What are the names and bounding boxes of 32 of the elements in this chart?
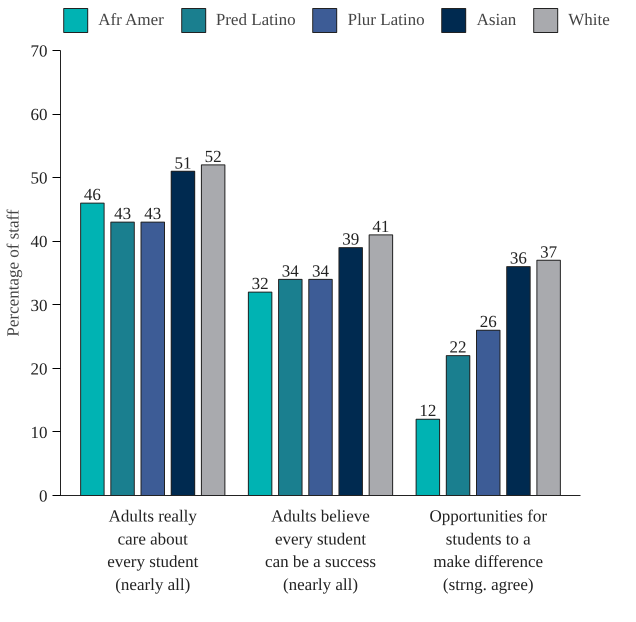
data-label: 46 xyxy=(84,185,101,204)
y-tick-label: 60 xyxy=(30,105,48,124)
data-label: 52 xyxy=(204,146,222,166)
data-label: 51 xyxy=(174,153,192,172)
data-label: 32 xyxy=(252,274,269,294)
data-label: 12 xyxy=(419,401,436,420)
legend-label: White xyxy=(568,10,610,30)
data-label: 22 xyxy=(450,338,467,357)
x-tick-label: Adults believe every student can be a success (nearly all) xyxy=(265,506,376,594)
y-tick-label: 0 xyxy=(39,486,48,506)
legend-label: Afr Amer xyxy=(98,10,164,30)
data-label: 37 xyxy=(540,242,558,262)
legend-label: Asian xyxy=(476,10,516,30)
y-tick-label: 20 xyxy=(30,359,48,378)
y-tick-label: 40 xyxy=(30,232,48,252)
y-axis-title: Percentage of staff xyxy=(4,209,22,337)
x-tick-label: Adults really care about every student (nearly all) xyxy=(107,506,199,594)
legend-label: Plur Latino xyxy=(348,10,425,30)
data-label: 36 xyxy=(510,248,527,268)
y-tick-label: 30 xyxy=(30,296,48,315)
data-label: 34 xyxy=(312,261,330,280)
x-tick-label: Opportunities for students to a make difference (strng. agree) xyxy=(429,506,548,594)
data-label: 39 xyxy=(342,230,360,249)
y-tick-label: 10 xyxy=(30,422,48,442)
data-label: 41 xyxy=(372,216,390,236)
data-label: 43 xyxy=(114,204,132,224)
data-label: 26 xyxy=(480,312,497,332)
y-tick-label: 70 xyxy=(30,42,48,60)
data-label: 43 xyxy=(144,204,162,224)
legend-label: Pred Latino xyxy=(216,10,296,30)
data-label: 34 xyxy=(282,261,300,280)
y-tick-label: 50 xyxy=(30,168,48,188)
